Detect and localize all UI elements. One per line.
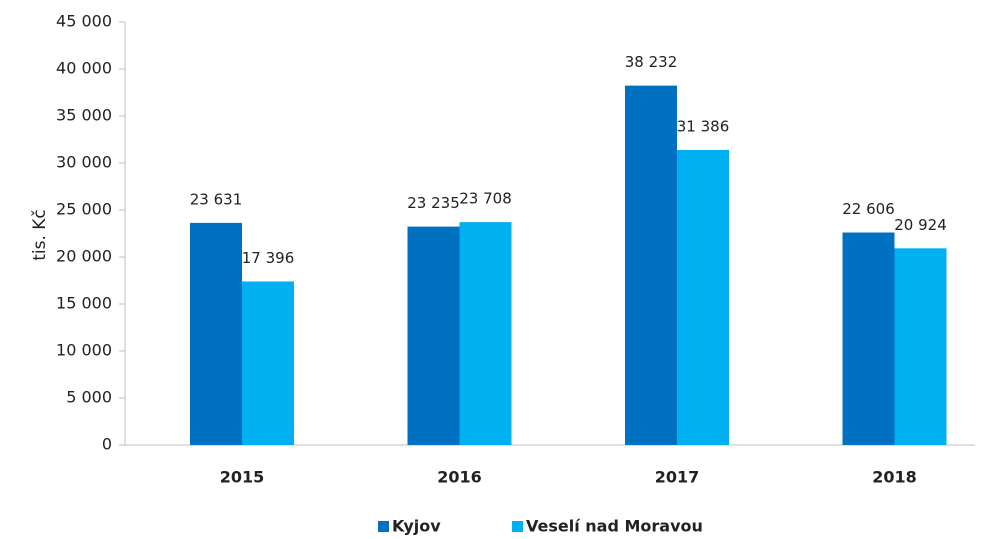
x-tick-label: 2015 [220,468,265,487]
bar [407,226,460,445]
y-tick-label: 5 000 [66,388,112,407]
data-label: 31 386 [677,117,730,135]
legend-swatch [378,521,389,532]
bar [894,248,947,445]
y-tick-label: 10 000 [56,341,112,360]
y-tick-label: 15 000 [56,294,112,313]
y-tick-label: 40 000 [56,59,112,78]
y-tick-label: 35 000 [56,106,112,125]
bar [190,222,242,445]
x-tick-label: 2017 [655,468,700,487]
y-tick-label: 30 000 [56,153,112,172]
x-tick-label: 2016 [437,468,482,487]
bar [842,232,895,445]
legend-label: Veselí nad Moravou [526,517,703,536]
y-tick-label: 45 000 [56,12,112,31]
legend-swatch [512,521,523,532]
data-label: 23 631 [190,190,243,208]
data-label: 23 708 [459,190,512,208]
bar [242,281,294,445]
legend-label: Kyjov [392,517,441,536]
data-label: 17 396 [242,249,295,267]
y-axis-label: tis. Kč [30,209,50,261]
y-tick-label: 25 000 [56,200,112,219]
data-label: 38 232 [625,53,678,71]
bar [459,222,512,445]
y-tick-label: 20 000 [56,247,112,266]
y-tick-label: 0 [102,435,112,454]
data-label: 23 235 [407,194,460,212]
bar [625,85,677,445]
data-label: 22 606 [842,200,895,218]
x-tick-label: 2018 [872,468,917,487]
data-label: 20 924 [894,216,947,234]
bar [677,149,729,445]
